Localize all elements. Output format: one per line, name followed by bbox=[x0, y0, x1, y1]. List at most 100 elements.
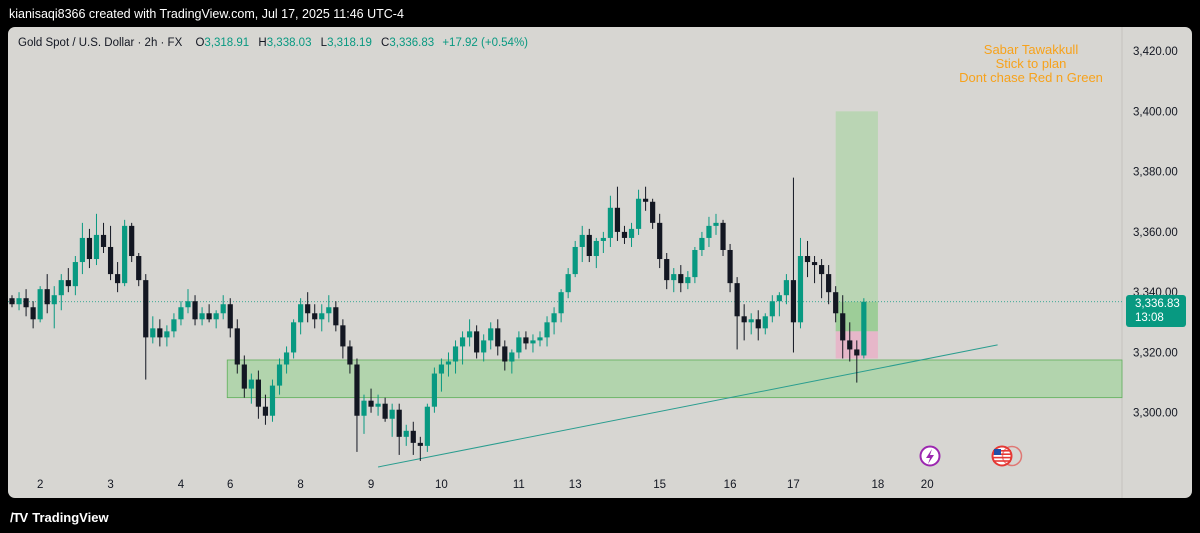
candle-up bbox=[459, 337, 466, 347]
candle-up bbox=[481, 340, 487, 353]
candle-down bbox=[720, 222, 726, 250]
x-tick-label: 10 bbox=[435, 479, 448, 491]
candle-down bbox=[833, 292, 839, 314]
high-label: H bbox=[258, 37, 267, 49]
candle-up bbox=[544, 322, 550, 338]
candle-up bbox=[431, 373, 437, 407]
candle-up bbox=[403, 430, 409, 437]
candle-up bbox=[769, 301, 775, 317]
candle-down bbox=[727, 249, 733, 284]
y-tick-label: 3,400.00 bbox=[1133, 106, 1178, 118]
candle-up bbox=[685, 277, 691, 284]
candle-down bbox=[44, 289, 50, 305]
candle-up bbox=[551, 313, 557, 323]
candle-down bbox=[417, 442, 423, 446]
candle-down bbox=[495, 328, 501, 347]
candle-up bbox=[861, 301, 867, 356]
candle-down bbox=[840, 313, 846, 341]
candle-up bbox=[122, 225, 128, 284]
x-tick-label: 4 bbox=[178, 479, 185, 491]
symbol-legend: Gold Spot / U.S. Dollar · 2h · FX O3,318… bbox=[18, 37, 528, 49]
candle-up bbox=[488, 328, 494, 341]
annotation-line-3: Dont chase Red n Green bbox=[959, 70, 1103, 85]
long-position-target bbox=[835, 111, 878, 302]
x-tick-label: 8 bbox=[297, 479, 303, 491]
x-tick-label: 6 bbox=[227, 479, 233, 491]
text-annotation[interactable]: Sabar Tawakkull Stick to plan Dont chase… bbox=[958, 43, 1104, 85]
footer-bar: /TV TradingView bbox=[0, 498, 1200, 533]
candle-down bbox=[621, 231, 628, 238]
candle-down bbox=[347, 346, 353, 365]
candle-up bbox=[445, 361, 452, 365]
candle-up bbox=[199, 313, 205, 320]
candle-up bbox=[283, 352, 290, 365]
candle-down bbox=[368, 400, 374, 407]
candle-down bbox=[206, 313, 212, 320]
chart-canvas[interactable]: 3,420.003,400.003,380.003,360.003,340.00… bbox=[8, 27, 1192, 498]
candle-down bbox=[9, 298, 15, 305]
candle-down bbox=[523, 337, 529, 344]
candle-down bbox=[502, 346, 508, 362]
candle-down bbox=[826, 274, 832, 293]
candle-down bbox=[192, 301, 198, 320]
candle-down bbox=[811, 262, 818, 266]
credit-bar: kianisaqi8366 created with TradingView.c… bbox=[0, 0, 1200, 27]
candle-down bbox=[340, 325, 346, 347]
candle-down bbox=[650, 201, 656, 223]
candle-up bbox=[748, 319, 754, 323]
candle-down bbox=[410, 430, 416, 443]
candle-up bbox=[467, 331, 473, 338]
trendline bbox=[377, 344, 998, 468]
candle-down bbox=[333, 307, 339, 326]
candle-up bbox=[424, 406, 430, 446]
candle-up bbox=[213, 313, 219, 320]
candle-down bbox=[354, 364, 360, 416]
lightning-icon bbox=[926, 449, 934, 464]
candle-up bbox=[375, 403, 381, 407]
chart-frame[interactable]: 3,420.00 3,400.00 3,380.00 3,360.00 3,340.00… bbox=[8, 27, 1192, 498]
credit-text: kianisaqi8366 created with TradingView.c… bbox=[9, 7, 404, 21]
candle-down bbox=[115, 274, 121, 284]
candle-down bbox=[804, 256, 811, 263]
low-value: 3,318.19 bbox=[327, 37, 372, 49]
candle-up bbox=[58, 280, 64, 296]
x-tick-label: 9 bbox=[368, 479, 374, 491]
candle-down bbox=[643, 198, 649, 202]
x-tick-label: 18 bbox=[872, 479, 885, 491]
candle-down bbox=[262, 406, 269, 416]
candle-up bbox=[276, 364, 283, 386]
candle-down bbox=[227, 304, 233, 329]
candle-down bbox=[30, 307, 36, 320]
candle-up bbox=[699, 237, 705, 250]
candle-up bbox=[565, 274, 571, 293]
brand-name: TradingView bbox=[32, 509, 109, 525]
candle-up bbox=[16, 298, 22, 305]
candle-up bbox=[776, 295, 782, 302]
tv-logo-icon: /TV bbox=[10, 509, 28, 525]
candle-up bbox=[452, 346, 459, 362]
candle-up bbox=[797, 256, 804, 323]
x-tick-label: 3 bbox=[107, 479, 113, 491]
earnings-event-icon bbox=[919, 445, 941, 467]
candle-up bbox=[762, 316, 768, 329]
candle-down bbox=[819, 265, 825, 275]
candle-up bbox=[72, 262, 78, 287]
candle-down bbox=[586, 234, 592, 257]
candle-down bbox=[847, 340, 853, 350]
candle-up bbox=[389, 409, 395, 419]
y-tick-label: 3,360.00 bbox=[1133, 227, 1178, 239]
candle-up bbox=[628, 228, 635, 238]
candle-up bbox=[593, 240, 599, 257]
x-tick-label: 13 bbox=[569, 479, 582, 491]
candle-up bbox=[93, 234, 100, 260]
candle-down bbox=[312, 313, 318, 320]
candle-up bbox=[558, 292, 564, 314]
candle-up bbox=[164, 331, 170, 338]
candle-down bbox=[157, 328, 163, 338]
candle-up bbox=[319, 313, 325, 320]
candle-down bbox=[741, 316, 747, 323]
candle-up bbox=[298, 304, 304, 323]
candle-up bbox=[530, 340, 536, 344]
candle-up bbox=[171, 319, 177, 332]
candle-up bbox=[607, 207, 613, 238]
